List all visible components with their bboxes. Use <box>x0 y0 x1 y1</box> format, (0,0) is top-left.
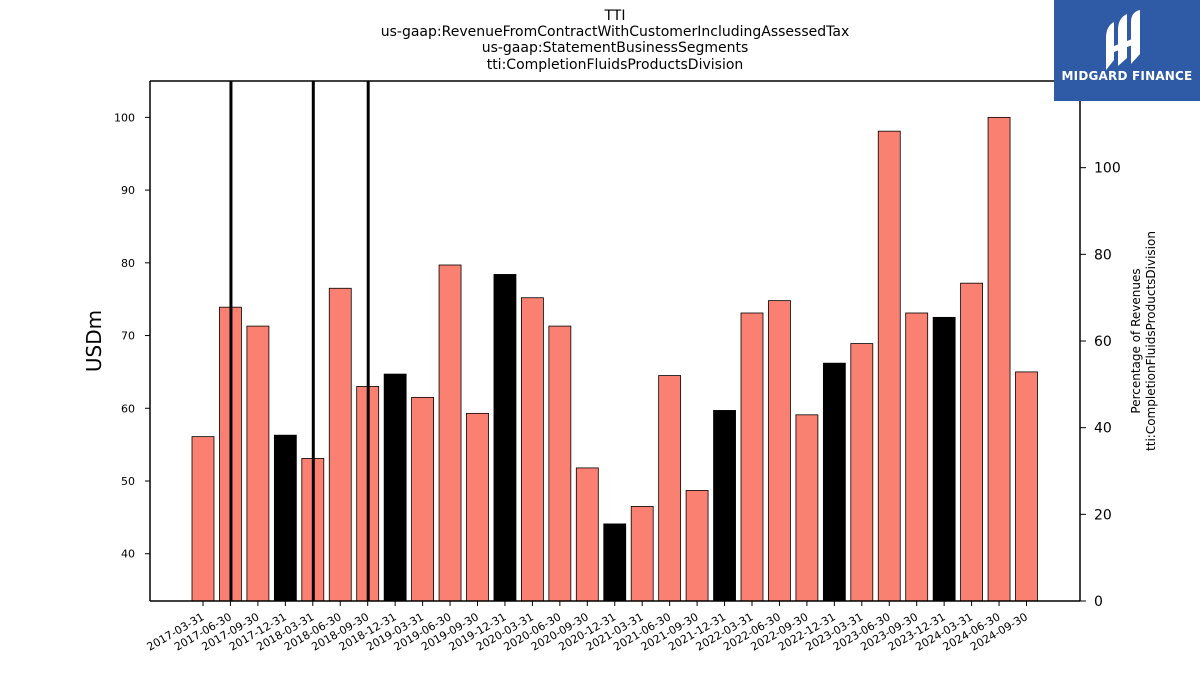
chart-title-line-4: tti:CompletionFluidsProductsDivision <box>487 57 744 73</box>
bar-2017-03-31 <box>191 436 215 602</box>
right-y-tick-label-80: 80 <box>1094 247 1112 263</box>
bar-2019-03-31 <box>411 396 435 602</box>
bar-2019-09-30 <box>466 412 489 602</box>
chart-title: TTI us-gaap:RevenueFromContractWithCusto… <box>381 8 850 73</box>
bar-2023-12-31 <box>932 316 956 602</box>
bar-2019-12-31 <box>493 274 517 602</box>
logo-mark-icon <box>1106 10 1140 70</box>
bar-2024-06-30 <box>987 116 1011 602</box>
bar-2021-12-31 <box>713 410 736 602</box>
bar-2017-09-30 <box>246 325 270 602</box>
chart-title-line-2: us-gaap:RevenueFromContractWithCustomerI… <box>381 24 850 40</box>
bar-2023-06-30 <box>877 130 901 602</box>
right-y-axis-label-line-1: Percentage of Revenues <box>1129 268 1143 413</box>
bar-2021-06-30 <box>658 375 682 602</box>
event-lines <box>229 81 370 601</box>
y-tick-label-80: 80 <box>121 257 135 270</box>
y-tick-label-100: 100 <box>114 111 135 124</box>
brand-logo: MIDGARD FINANCE <box>1054 0 1200 101</box>
bar-2018-12-31 <box>383 373 407 602</box>
y-axis-ticks: 40 50 60 70 80 90 100 <box>114 111 150 561</box>
bar-2024-03-31 <box>960 282 983 602</box>
y-axis-label: USDm <box>82 310 106 372</box>
x-axis-ticks: 2017-03-312017-06-302017-09-302017-12-31… <box>145 601 1030 654</box>
bar-2022-03-31 <box>740 312 764 602</box>
right-y-axis-ticks: 0 20 40 60 80 100 <box>1080 161 1121 610</box>
bar-2018-06-30 <box>328 287 352 602</box>
y-tick-label-70: 70 <box>121 330 135 343</box>
y-tick-label-50: 50 <box>121 475 135 488</box>
right-y-tick-label-20: 20 <box>1094 507 1112 523</box>
bar-2019-06-30 <box>438 264 462 602</box>
chart-title-line-3: us-gaap:StatementBusinessSegments <box>482 40 749 56</box>
bar-2022-06-30 <box>768 300 791 602</box>
bar-2020-03-31 <box>521 297 544 602</box>
y-tick-label-40: 40 <box>121 548 135 561</box>
right-y-tick-label-60: 60 <box>1094 334 1112 350</box>
y-tick-label-60: 60 <box>121 402 135 415</box>
bar-2023-09-30 <box>905 312 929 602</box>
bar-2023-03-31 <box>850 343 874 602</box>
bars <box>191 116 1038 602</box>
bar-2021-09-30 <box>685 490 709 602</box>
right-y-tick-label-0: 0 <box>1094 594 1103 610</box>
bar-2021-03-31 <box>630 506 654 602</box>
y-tick-label-90: 90 <box>121 184 135 197</box>
right-y-tick-label-100: 100 <box>1094 161 1121 177</box>
right-y-tick-label-40: 40 <box>1094 421 1112 437</box>
bar-2022-09-30 <box>795 414 819 602</box>
bar-2020-06-30 <box>548 325 572 602</box>
bar-2020-12-31 <box>603 523 627 602</box>
bar-2017-12-31 <box>273 434 297 602</box>
chart-title-line-1: TTI <box>604 8 626 24</box>
bar-2022-12-31 <box>822 362 846 602</box>
bar-2024-09-30 <box>1015 371 1038 602</box>
logo-text: MIDGARD FINANCE <box>1061 69 1193 83</box>
right-y-axis-label: Percentage of Revenues tti:CompletionFlu… <box>1129 231 1158 451</box>
bar-2020-09-30 <box>575 467 599 602</box>
right-y-axis-label-line-2: tti:CompletionFluidsProductsDivision <box>1144 231 1158 451</box>
